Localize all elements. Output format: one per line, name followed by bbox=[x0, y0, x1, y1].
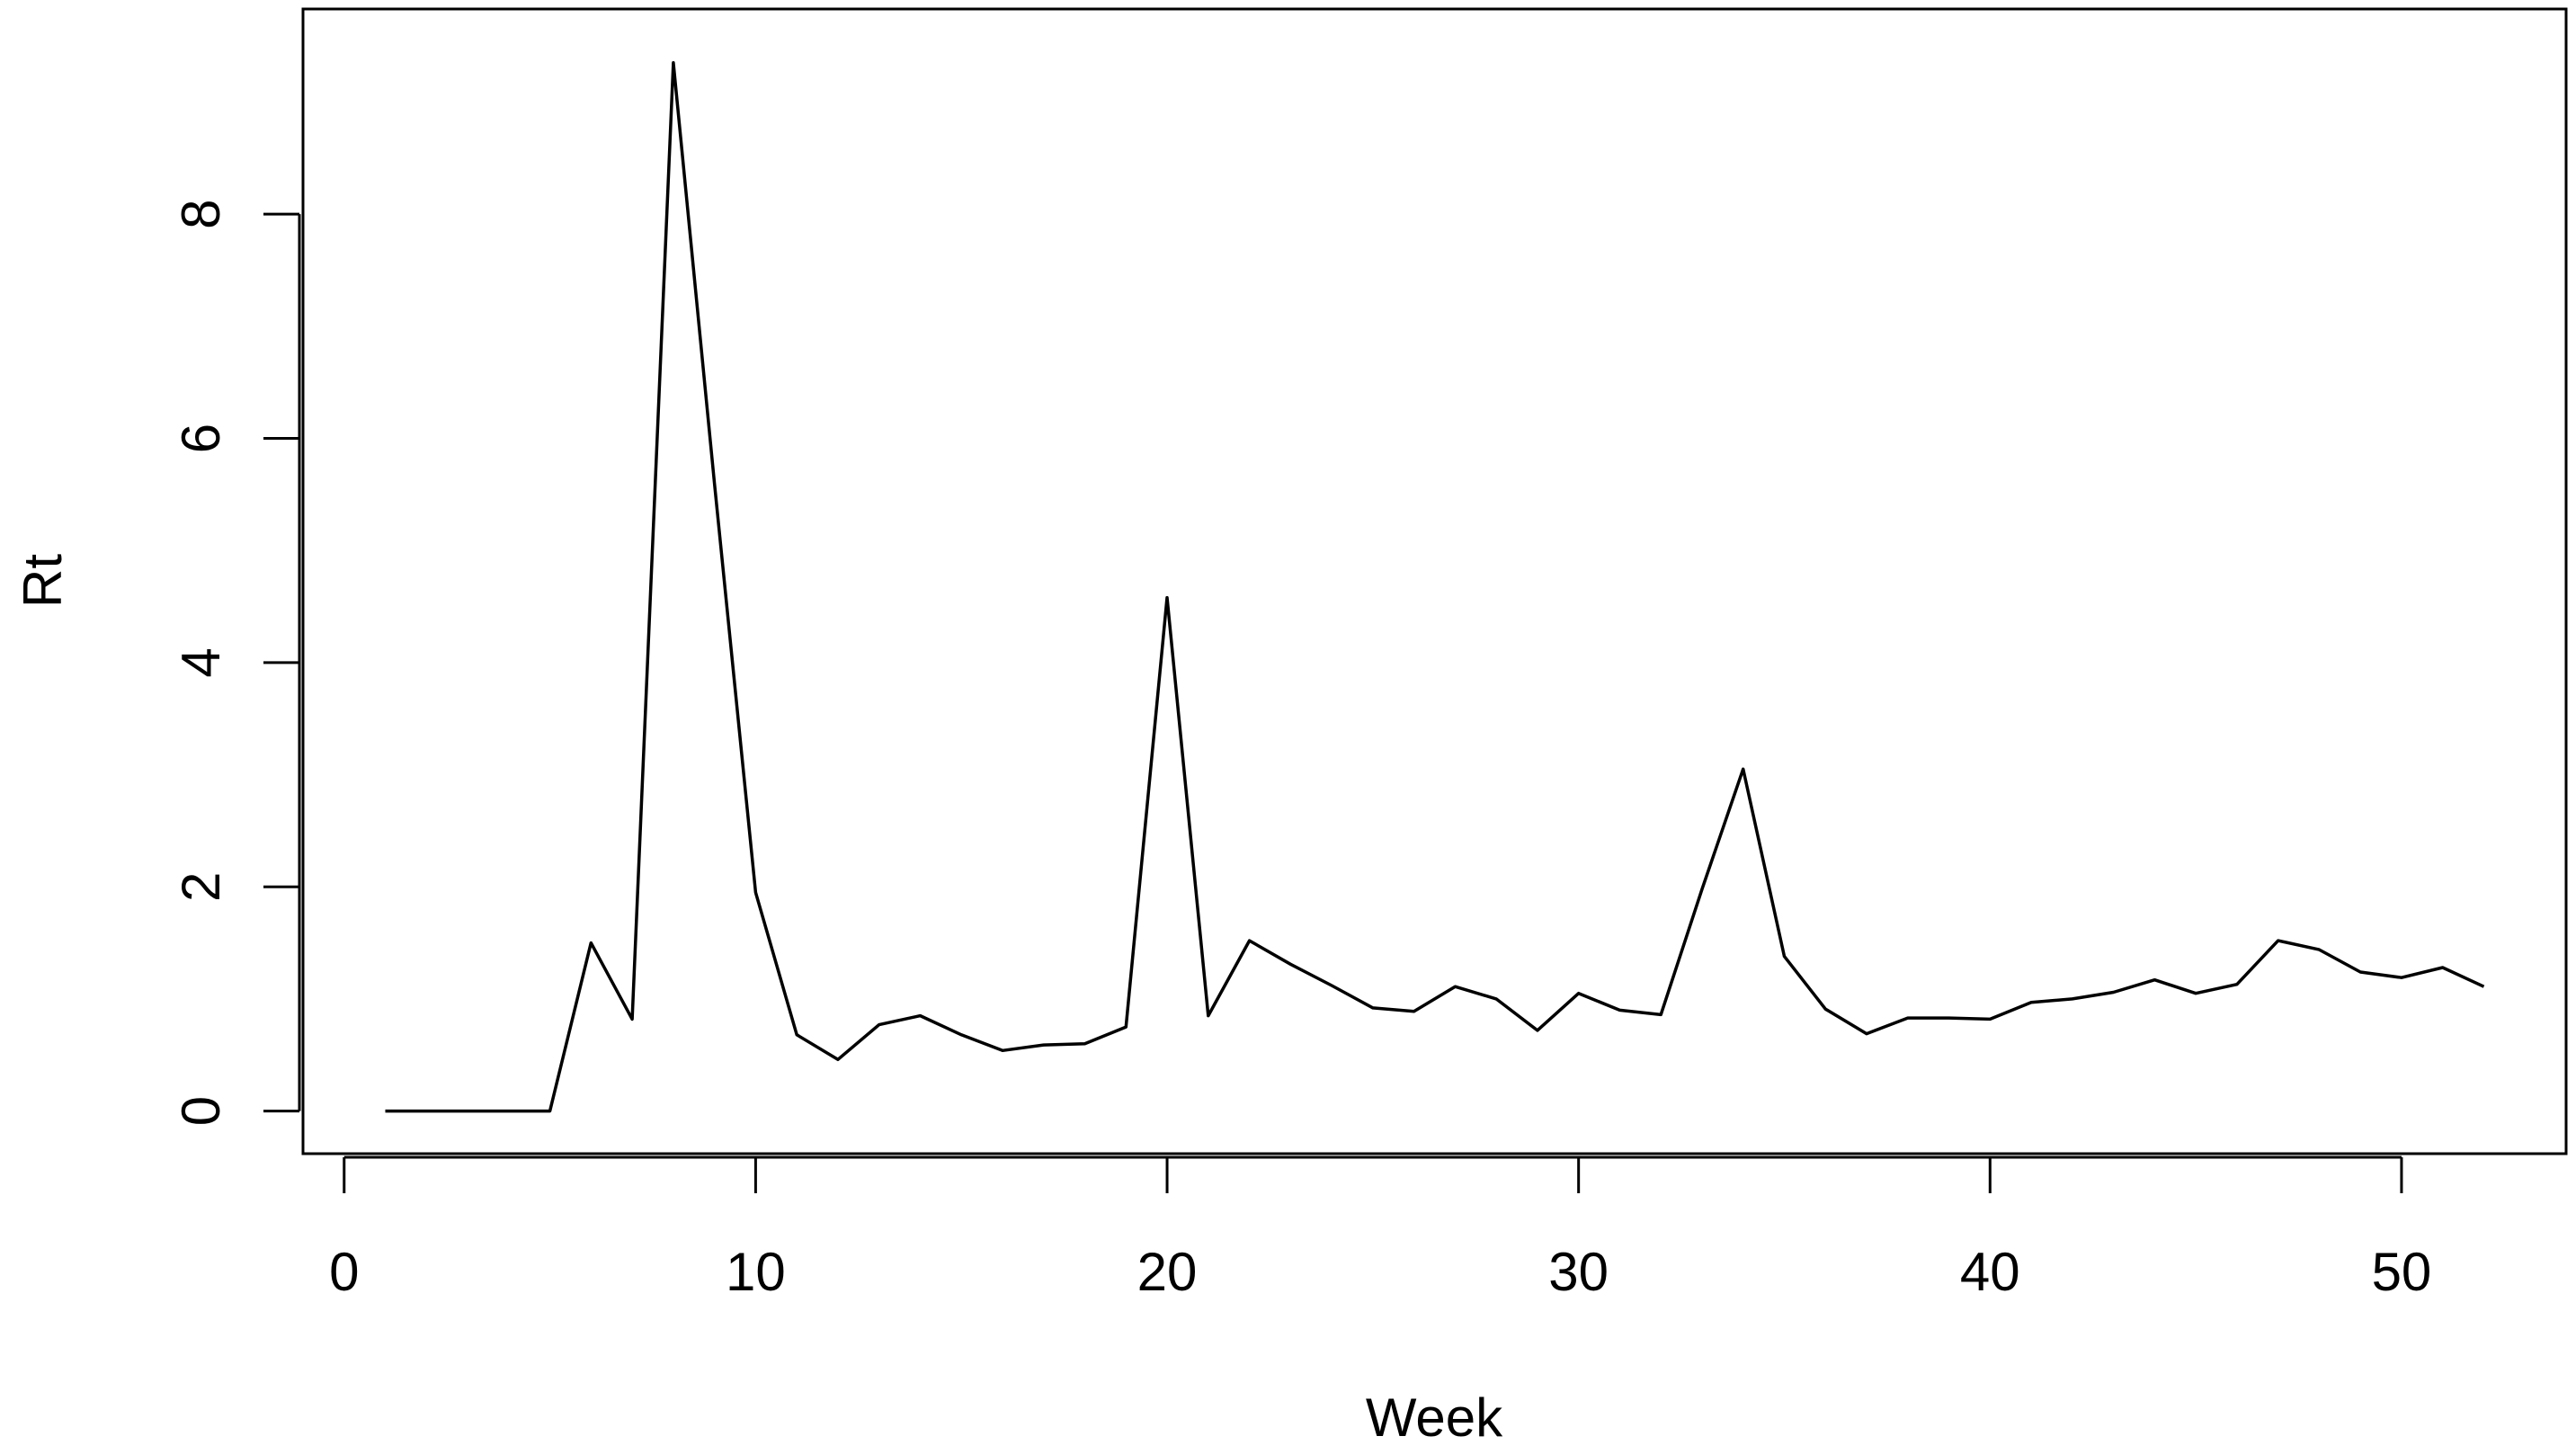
y-tick-label: 4 bbox=[171, 647, 231, 677]
x-tick-label: 30 bbox=[1548, 1242, 1609, 1302]
x-tick-label: 0 bbox=[329, 1242, 359, 1302]
plot-frame bbox=[301, 7, 2568, 1155]
y-tick-label: 6 bbox=[171, 424, 231, 453]
y-tick-label: 8 bbox=[171, 199, 231, 228]
x-tick-label: 40 bbox=[1960, 1242, 2020, 1302]
x-tick-label: 10 bbox=[726, 1242, 786, 1302]
series-line-rt bbox=[385, 61, 2485, 1113]
y-axis-title: Rt bbox=[13, 554, 73, 608]
x-axis-title: Week bbox=[1366, 1387, 1503, 1448]
x-tick-label: 50 bbox=[2372, 1242, 2432, 1302]
y-tick-label: 0 bbox=[171, 1096, 231, 1126]
y-axis: 0 2 4 6 8 bbox=[171, 199, 301, 1126]
x-axis: 0 10 20 30 40 50 bbox=[329, 1155, 2432, 1302]
x-tick-label: 20 bbox=[1137, 1242, 1198, 1302]
y-tick-label: 2 bbox=[171, 872, 231, 902]
